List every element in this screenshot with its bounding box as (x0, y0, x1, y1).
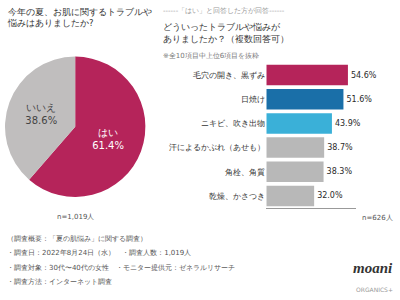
svg-text:------「はい」と回答した方が回答------: ------「はい」と回答した方が回答------ (163, 7, 285, 15)
svg-text:ニキビ、吹き出物: ニキビ、吹き出物 (201, 119, 265, 128)
svg-text:角栓、角質: 角栓、角質 (225, 168, 265, 177)
svg-text:日焼け: 日焼け (241, 95, 265, 104)
svg-text:どういったトラブルや悩みがありましたか？（複数回答可）: どういったトラブルや悩みがありましたか？（複数回答可） (163, 22, 289, 44)
svg-text:汗によるかぶれ（あせも）: 汗によるかぶれ（あせも） (169, 143, 265, 152)
svg-text:43.9%: 43.9% (335, 119, 361, 128)
svg-text:（調査概要：「夏の肌悩み」に関する調査）: （調査概要：「夏の肌悩み」に関する調査） (7, 235, 147, 243)
svg-text:・調査日：2022年8月24日（水） ・調査人数：1,019: ・調査日：2022年8月24日（水） ・調査人数：1,019人 (7, 249, 191, 257)
svg-text:・調査方法：インターネット調査: ・調査方法：インターネット調査 (7, 278, 112, 286)
svg-text:いいえ38.6%: いいえ38.6% (25, 102, 57, 126)
svg-text:n=626人: n=626人 (362, 214, 393, 222)
svg-text:32.0%: 32.0% (317, 191, 343, 200)
svg-text:38.3%: 38.3% (327, 167, 353, 176)
svg-text:乾燥、かさつき: 乾燥、かさつき (209, 192, 265, 201)
svg-text:54.6%: 54.6% (351, 71, 377, 80)
svg-text:・調査対象：30代〜40代の女性 ・モニター提供元：ゼネラル: ・調査対象：30代〜40代の女性 ・モニター提供元：ゼネラルリサーチ (7, 264, 235, 272)
svg-text:n=1,019人: n=1,019人 (57, 213, 94, 221)
svg-text:はい61.4%: はい61.4% (92, 127, 124, 151)
svg-text:51.6%: 51.6% (346, 95, 372, 104)
svg-text:ORGANICS+: ORGANICS+ (356, 286, 393, 293)
svg-text:今年の夏、お肌に関するトラブルや悩みはありましたか?: 今年の夏、お肌に関するトラブルや悩みはありましたか? (7, 7, 152, 28)
svg-text:38.7%: 38.7% (327, 143, 353, 152)
svg-text:moani: moani (353, 260, 393, 276)
svg-text:毛穴の開き、黒ずみ: 毛穴の開き、黒ずみ (193, 71, 265, 80)
svg-text:※全10項目中上位6項目を抜粋: ※全10項目中上位6項目を抜粋 (163, 52, 259, 60)
